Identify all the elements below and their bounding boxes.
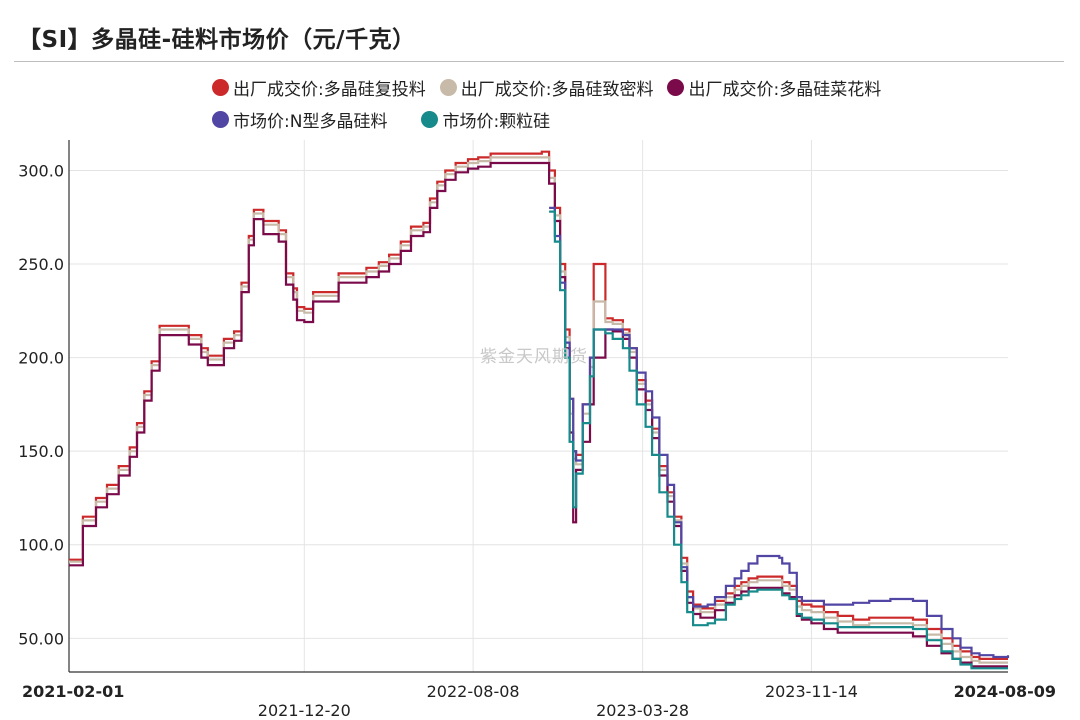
title-divider	[14, 61, 1064, 62]
grid-lines	[69, 140, 1008, 672]
series-group	[69, 150, 1010, 670]
legend-dot-icon	[439, 79, 457, 96]
watermark: 紫金天风期货	[480, 347, 588, 367]
legend-label: 出厂成交价:多晶硅致密料	[460, 80, 654, 100]
legend-item[interactable]: 出厂成交价:多晶硅复投料	[212, 75, 426, 100]
y-tick-label: 50.00	[18, 629, 64, 648]
y-tick-label: 150.0	[18, 442, 64, 461]
chart-title: 【SI】多晶硅-硅料市场价（元/千克）	[18, 27, 416, 53]
legend-item[interactable]: 市场价:颗粒硅	[421, 107, 550, 132]
axes	[68, 140, 1008, 673]
legend-item[interactable]: 出厂成交价:多晶硅致密料	[439, 75, 654, 100]
y-tick-label: 100.0	[18, 536, 64, 555]
x-tick-label: 2022-08-08	[427, 682, 520, 701]
legend-label: 出厂成交价:多晶硅菜花料	[688, 80, 882, 100]
series-line-3	[549, 206, 1010, 659]
legend-label: 出厂成交价:多晶硅复投料	[233, 80, 426, 100]
legend-row-2: 市场价:N型多晶硅料 市场价:颗粒硅	[212, 107, 564, 132]
x-tick-label: 2021-02-01	[22, 682, 124, 701]
y-tick-label: 200.0	[18, 349, 64, 368]
x-tick-label: 2021-12-20	[258, 701, 351, 720]
legend-item[interactable]: 出厂成交价:多晶硅菜花料	[667, 75, 881, 100]
legend-item[interactable]: 市场价:N型多晶硅料	[212, 107, 387, 132]
legend-label: 市场价:颗粒硅	[442, 112, 551, 132]
series-line-2	[69, 161, 1008, 668]
legend-label: 市场价:N型多晶硅料	[233, 112, 388, 132]
legend-dot-icon	[212, 79, 229, 96]
tick-labels: 50.00 100.0 150.0 200.0 250.0 300.0 2021-02-01…	[18, 161, 1056, 720]
y-tick-label: 300.0	[18, 161, 64, 180]
legend-dot-icon	[667, 79, 685, 96]
x-tick-label: 2023-11-14	[765, 682, 858, 701]
legend-row-1: 出厂成交价:多晶硅复投料 出厂成交价:多晶硅致密料 出厂成交价:多晶硅菜花料	[212, 75, 895, 100]
legend-dot-icon	[421, 111, 439, 128]
series-line-1	[69, 156, 1008, 664]
y-tick-label: 250.0	[18, 255, 64, 274]
legend-dot-icon	[212, 111, 229, 128]
x-tick-label: 2023-03-28	[596, 701, 689, 720]
series-line-4	[549, 210, 1008, 670]
series-line-0	[69, 150, 1008, 660]
x-tick-label: 2024-08-09	[954, 682, 1056, 701]
